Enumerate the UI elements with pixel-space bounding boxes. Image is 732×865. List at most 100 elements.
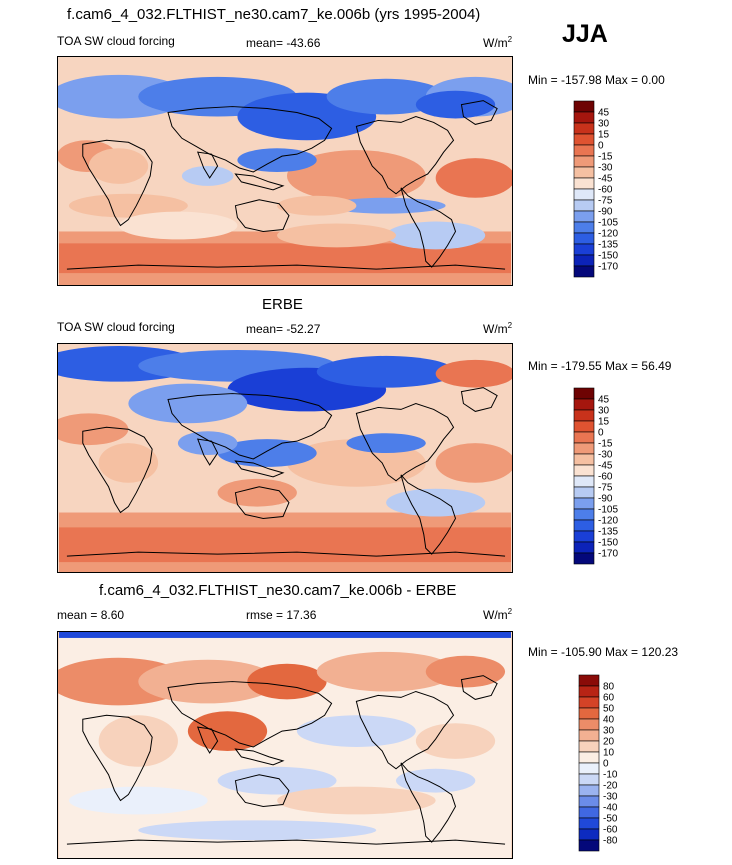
panel3-colorbar-swatch [578,839,600,852]
field-region [286,150,426,202]
panel3-colorbar-swatch [578,674,600,687]
coastline [355,115,455,195]
coastline [400,187,457,268]
field-region [425,655,506,688]
panel3-colorbar-swatch [578,817,600,830]
panel3-mean-label: mean = 8.60 [57,608,125,622]
panel2-colorbar-tick: -105 [598,505,618,516]
panel2-colorbar-tick: -135 [598,527,618,538]
panel1-colorbar-swatch [573,166,595,179]
field-region [396,768,476,793]
field-region [435,158,512,198]
panel3-rmse-label: rmse = 17.36 [246,608,317,622]
panel3-colorbar-tick: 50 [603,704,615,715]
panel1-colorbar-swatch [573,133,595,146]
field-band [58,527,512,563]
panel2-colorbar: 4530150-15-30-45-60-75-90-105-120-135-15… [573,387,618,565]
field-region [98,443,159,483]
coastline [197,151,219,179]
panel3-title: f.cam6_4_032.FLTHIST_ne30.cam7_ke.006b -… [99,582,457,599]
field-region [217,439,317,467]
coastline [82,714,153,802]
panel2-colorbar-tick: -90 [598,494,613,505]
panel1-colorbar-tick: 0 [598,141,604,152]
panel2-colorbar-swatch [573,442,595,455]
panel3-colorbar-tick: 10 [603,748,615,759]
coastline [167,393,333,460]
panel1-colorbar-tick: -60 [598,185,613,196]
panel3-colorbar-tick: 20 [603,737,615,748]
panel1-map [57,56,513,286]
field-region [118,211,238,240]
panel1-colorbar-swatch [573,188,595,201]
field-region [277,786,436,815]
coastline [82,426,153,514]
panel3-colorbar-tick: 40 [603,715,615,726]
panel1-colorbar-tick: -75 [598,196,613,207]
panel3-colorbar-tick: -60 [603,825,618,836]
panel2-variable-label: TOA SW cloud forcing [57,320,175,334]
panel1-colorbar-tick: 45 [598,108,610,119]
season-label: JJA [562,20,608,48]
field-region [326,197,446,214]
field-region [415,90,496,119]
field-region [277,223,397,248]
panel2-colorbar-tick: 45 [598,395,610,406]
panel1-colorbar-swatch [573,265,595,278]
coastline [167,106,333,173]
panel3-colorbar-tick: 60 [603,693,615,704]
panel2-map [57,343,513,573]
panel2-colorbar-tick: -170 [598,549,618,560]
coastline [66,264,506,270]
panel1-colorbar-tick: -170 [598,262,618,273]
panel3-colorbar-tick: -40 [603,803,618,814]
panel1-colorbar-swatch [573,232,595,245]
field-region [237,148,317,172]
field-band [59,632,511,638]
panel2-units: W/m2 [483,321,513,336]
field-region [187,711,268,751]
coastline [82,139,153,227]
panel1-colorbar-tick: -150 [598,251,618,262]
coastline [234,173,285,191]
field-region [247,663,327,700]
coastline [234,460,285,478]
panel2-colorbar-swatch [573,508,595,521]
panel3-map [57,631,513,859]
panel2-colorbar-swatch [573,453,595,466]
field-region [435,443,512,483]
panel1-colorbar-swatch [573,243,595,256]
panel2-colorbar-swatch [573,486,595,499]
panel1-colorbar-tick: -120 [598,229,618,240]
panel3-colorbar-tick: -30 [603,792,618,803]
panel1-colorbar-tick: 30 [598,119,610,130]
field-region [415,723,496,759]
panel3-colorbar-tick: -10 [603,770,618,781]
panel3-colorbar-swatch [578,740,600,753]
field-region [138,820,377,841]
panel2-colorbar-swatch [573,530,595,543]
field-region [88,148,149,184]
panel2-colorbar-swatch [573,431,595,444]
panel1-colorbar-swatch [573,199,595,212]
panel2-colorbar-tick: -150 [598,538,618,549]
panel2-colorbar-swatch [573,475,595,488]
panel3-colorbar-swatch [578,707,600,720]
panel1-colorbar-tick: -105 [598,218,618,229]
panel1-colorbar-swatch [573,210,595,223]
field-region [386,488,486,517]
field-region [68,193,188,218]
panel3-colorbar-tick: 30 [603,726,615,737]
coastline [234,774,290,807]
panel3-units: W/m2 [483,607,513,622]
panel3-minmax: Min = -105.90 Max = 120.23 [528,645,679,659]
panel3-colorbar-swatch [578,762,600,775]
panel3-colorbar-swatch [578,773,600,786]
panel2-mean-label: mean= -52.27 [246,322,321,336]
panel1-colorbar-tick: -15 [598,152,613,163]
coastline [66,551,506,557]
field-region [177,431,238,456]
coastline [167,681,333,748]
panel2-colorbar-tick: -15 [598,439,613,450]
